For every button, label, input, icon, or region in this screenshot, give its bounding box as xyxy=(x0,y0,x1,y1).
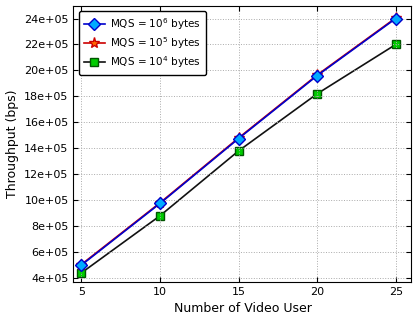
MQS = 10$^5$ bytes xyxy=(158,201,163,205)
MQS = 10$^4$ bytes xyxy=(79,271,84,275)
MQS = 10$^5$ bytes xyxy=(314,73,319,77)
MQS = 10$^5$ bytes xyxy=(236,136,241,140)
MQS = 10$^5$ bytes xyxy=(79,263,84,266)
X-axis label: Number of Video User: Number of Video User xyxy=(173,302,311,316)
MQS = 10$^6$ bytes xyxy=(314,74,319,78)
Legend: MQS = 10$^6$ bytes, MQS = 10$^5$ bytes, MQS = 10$^4$ bytes: MQS = 10$^6$ bytes, MQS = 10$^5$ bytes, … xyxy=(79,11,206,75)
MQS = 10$^4$ bytes xyxy=(236,149,241,153)
MQS = 10$^6$ bytes xyxy=(393,17,398,21)
MQS = 10$^4$ bytes xyxy=(393,43,398,47)
Line: MQS = 10$^4$ bytes: MQS = 10$^4$ bytes xyxy=(77,40,400,277)
MQS = 10$^6$ bytes xyxy=(79,263,84,267)
MQS = 10$^6$ bytes xyxy=(158,202,163,205)
Line: MQS = 10$^6$ bytes: MQS = 10$^6$ bytes xyxy=(77,14,400,269)
MQS = 10$^4$ bytes xyxy=(158,214,163,218)
Line: MQS = 10$^5$ bytes: MQS = 10$^5$ bytes xyxy=(76,12,401,270)
MQS = 10$^5$ bytes xyxy=(393,16,398,20)
Y-axis label: Throughput (bps): Throughput (bps) xyxy=(5,90,18,198)
MQS = 10$^6$ bytes xyxy=(236,137,241,141)
MQS = 10$^4$ bytes xyxy=(314,92,319,96)
